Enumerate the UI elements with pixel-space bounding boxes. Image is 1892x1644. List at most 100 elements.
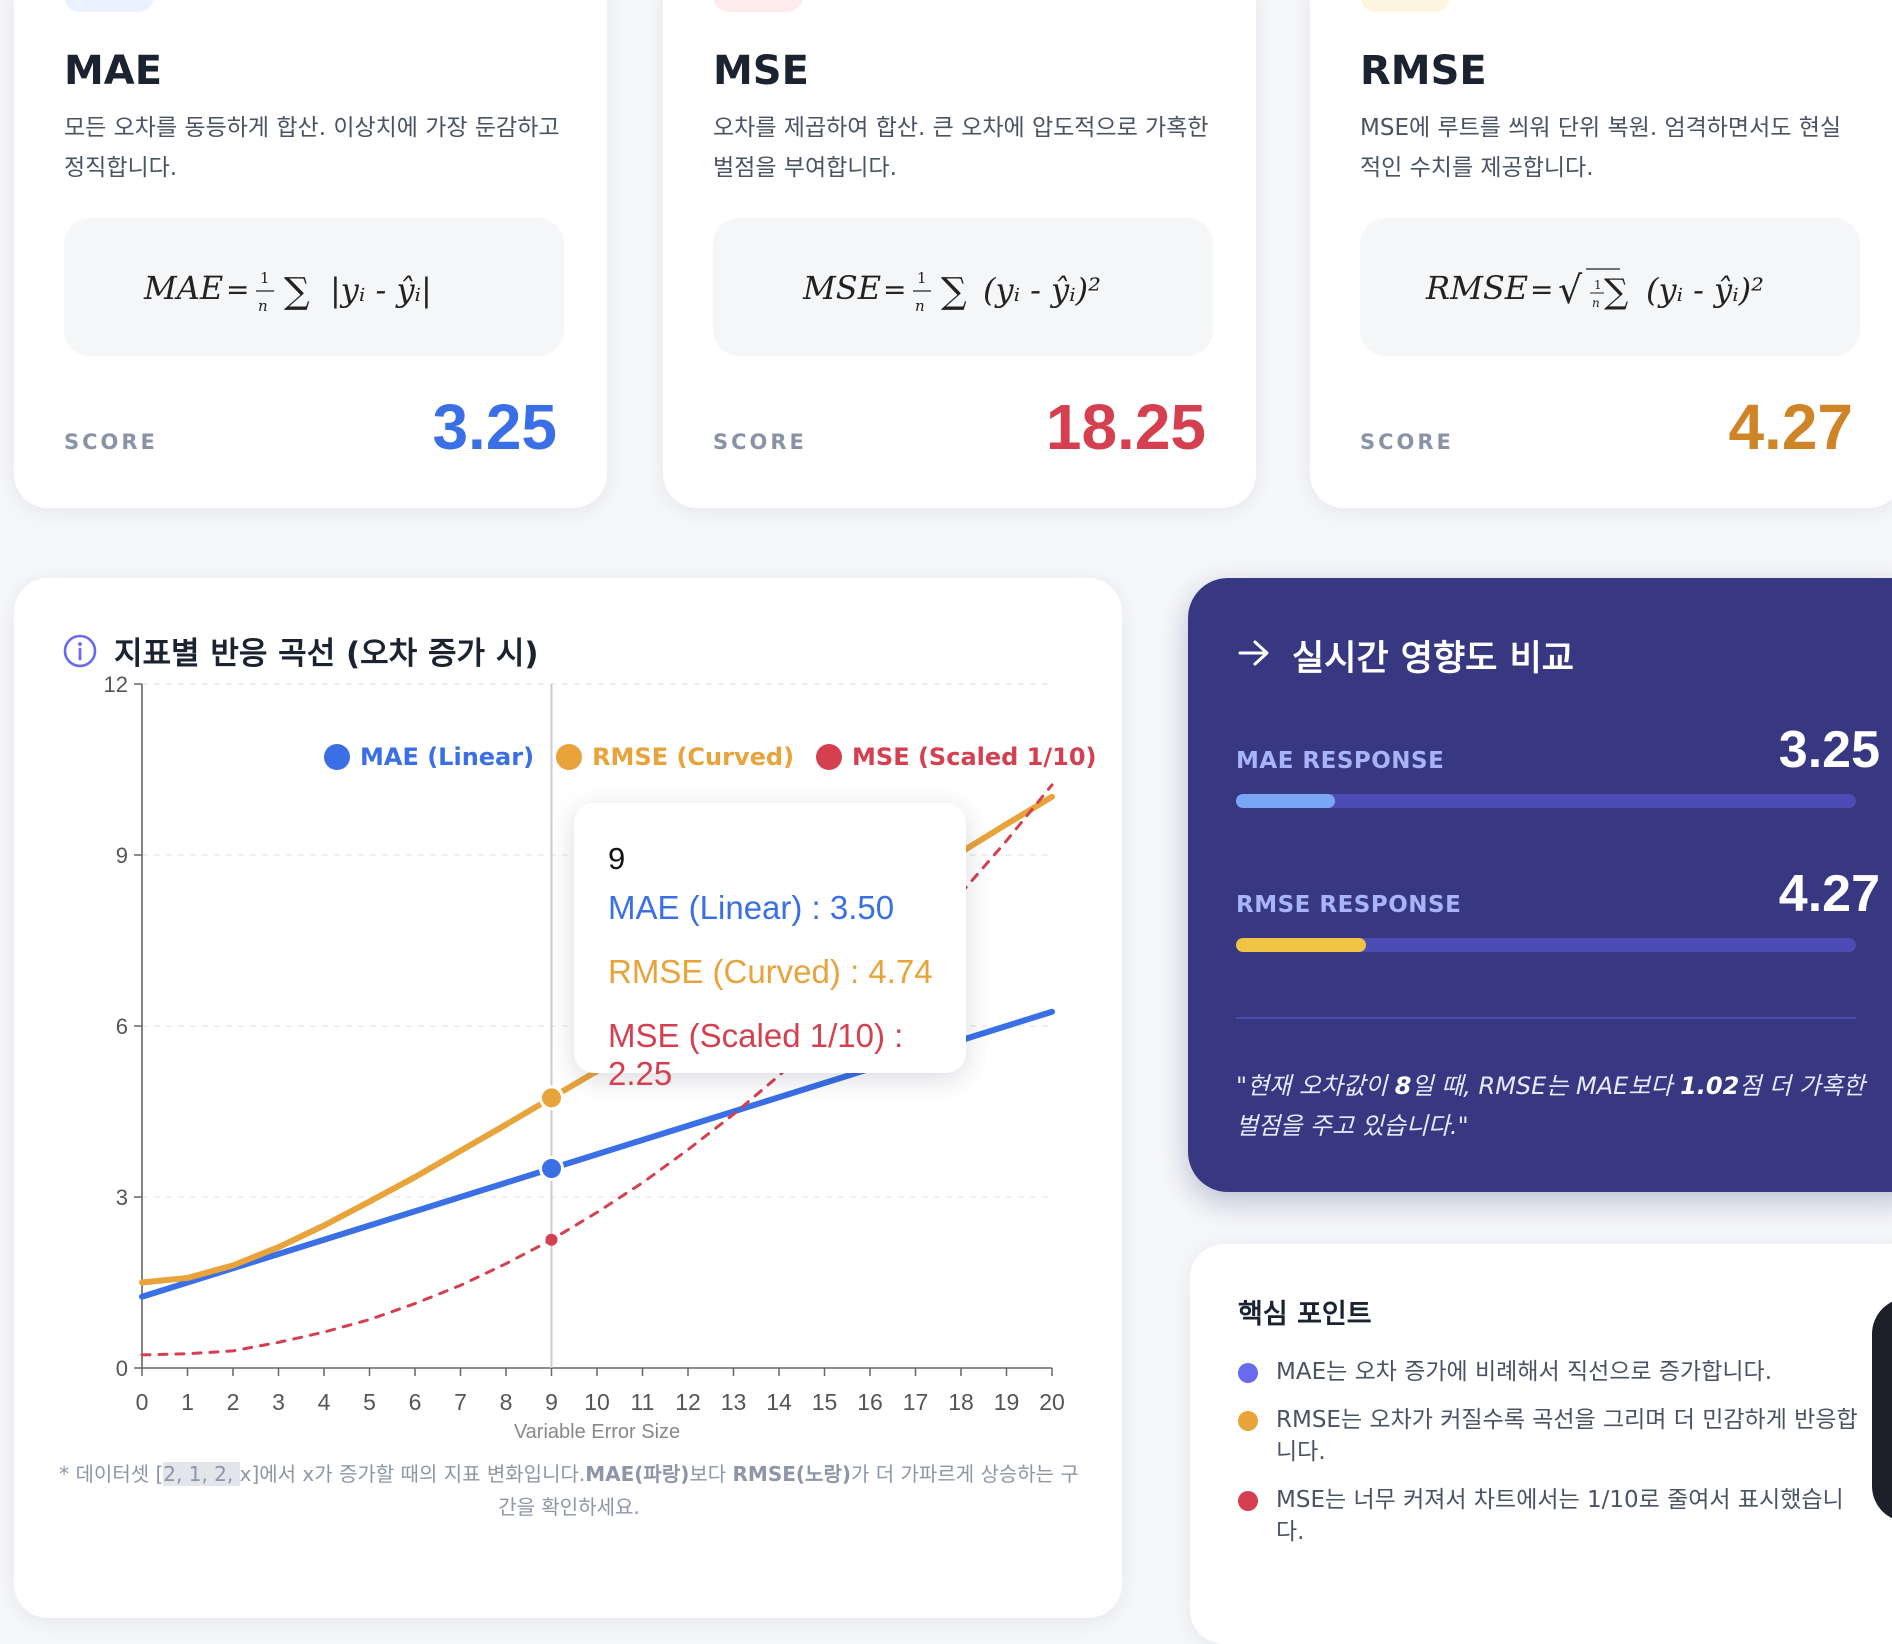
- x-tick-label: 15: [812, 1389, 838, 1415]
- metric-description: MSE에 루트를 씌워 단위 복원. 엄격하면서도 현실적인 수치를 제공합니다…: [1360, 115, 1842, 181]
- quote-text: 점 더 가혹한 벌점을 주고 있습니다.": [1236, 1072, 1865, 1140]
- key-point-text: MAE는 오차 증가에 비례해서 직선으로 증가합니다.: [1276, 1359, 1773, 1385]
- svg-text:1: 1: [260, 269, 270, 287]
- score-value: 4.27: [1728, 391, 1853, 463]
- bullet-dot-icon: [1238, 1363, 1258, 1383]
- x-tick-label: 2: [227, 1389, 240, 1415]
- svg-text:(yᵢ - ŷᵢ)²: (yᵢ - ŷᵢ)²: [983, 271, 1101, 309]
- svg-text:∑: ∑: [1604, 272, 1628, 312]
- y-tick-label: 6: [116, 1014, 128, 1039]
- x-tick-label: 16: [857, 1389, 883, 1415]
- metric-title: MAE: [64, 48, 163, 94]
- metric-formula: MSE = 1 n ∑ (yᵢ - ŷᵢ)²: [713, 218, 1213, 356]
- x-tick-label: 14: [766, 1389, 792, 1415]
- side-panel-tab[interactable]: [1872, 1298, 1892, 1522]
- metric-card-mae: MAE 모든 오차를 동등하게 합산. 이상치에 가장 둔감하고 정직합니다. …: [14, 0, 607, 508]
- formula-mse: MSE = 1 n ∑ (yᵢ - ŷᵢ)²: [802, 269, 1101, 315]
- tooltip-title: 9: [608, 841, 626, 876]
- x-tick-label: 19: [994, 1389, 1020, 1415]
- svg-text:n: n: [915, 297, 925, 315]
- key-point-item: MAE는 오차 증가에 비례해서 직선으로 증가합니다.: [1238, 1356, 1868, 1388]
- formula-lhs: MAE: [143, 269, 223, 307]
- mae-response-label: MAE RESPONSE: [1236, 748, 1445, 774]
- note-highlight: 2, 1, 2,: [163, 1462, 240, 1486]
- quote-error-value: 8: [1394, 1072, 1412, 1100]
- svg-text:∑: ∑: [941, 271, 967, 312]
- legend-item-rmse[interactable]: RMSE (Curved): [556, 743, 794, 771]
- x-tick-label: 3: [272, 1389, 285, 1415]
- legend-item-mse[interactable]: MSE (Scaled 1/10): [816, 743, 1097, 771]
- x-tick-label: 13: [721, 1389, 747, 1415]
- legend-dot-icon: [556, 744, 583, 770]
- y-tick-label: 0: [116, 1356, 128, 1381]
- metric-card-rmse: RMSE MSE에 루트를 씌워 단위 복원. 엄격하면서도 현실적인 수치를 …: [1310, 0, 1892, 508]
- bullet-dot-icon: [1238, 1491, 1258, 1511]
- formula-mae: MAE = 1 n ∑ |yᵢ - ŷᵢ|: [143, 269, 432, 315]
- svg-text:∑: ∑: [284, 271, 310, 312]
- impact-title: 실시간 영향도 비교: [1292, 639, 1574, 679]
- series-line-mse: [140, 783, 1054, 1357]
- x-tick-label: 18: [948, 1389, 974, 1415]
- tooltip-row-mae: MAE (Linear) : 3.50: [608, 889, 895, 926]
- key-point-item: MSE는 너무 커져서 차트에서는 1/10로 줄여서 표시했습니다.: [1238, 1484, 1868, 1548]
- x-tick-label: 11: [631, 1389, 655, 1415]
- x-tick-label: 7: [454, 1389, 467, 1415]
- x-tick-label: 5: [363, 1389, 376, 1415]
- impact-card: 실시간 영향도 비교 MAE RESPONSE 3.25 RMSE RESPON…: [1188, 578, 1892, 1192]
- y-tick-label: 9: [116, 843, 128, 868]
- bullet-dot-icon: [1238, 1411, 1258, 1431]
- y-tick-label: 12: [104, 672, 128, 697]
- key-point-text: MSE는 너무 커져서 차트에서는 1/10로 줄여서 표시했습니다.: [1276, 1487, 1844, 1545]
- note-text: 가 더 가파르게 상승하는 구간을 확인하세요.: [498, 1462, 1079, 1519]
- tooltip-row-rmse: RMSE (Curved) : 4.74: [608, 953, 933, 990]
- metric-card-mse: MSE 오차를 제곱하여 합산. 큰 오차에 압도적으로 가혹한 벌점을 부여합…: [663, 0, 1256, 508]
- chart-title: 지표별 반응 곡선 (오차 증가 시): [114, 636, 539, 672]
- impact-quote: "현재 오차값이 8일 때, RMSE는 MAE보다 1.02점 더 가혹한 벌…: [1236, 1066, 1876, 1146]
- legend-dot-icon: [816, 744, 843, 770]
- mae-response-bar: [1236, 794, 1856, 808]
- x-tick-label: 4: [318, 1389, 331, 1415]
- arrow-right-icon: [1238, 640, 1269, 666]
- score-label: SCORE: [64, 430, 158, 454]
- svg-text:=: =: [226, 273, 249, 306]
- score-value: 18.25: [1045, 391, 1206, 463]
- chart-legend: MAE (Linear) RMSE (Curved) MSE (Scaled 1…: [324, 743, 1097, 771]
- legend-label: RMSE (Curved): [592, 743, 795, 771]
- card-tag: [64, 0, 154, 12]
- svg-text:1: 1: [1594, 278, 1602, 292]
- metric-formula: RMSE = √ 1 n ∑ (yᵢ - ŷᵢ)²: [1360, 218, 1860, 356]
- x-tick-label: 10: [584, 1389, 610, 1415]
- key-point-text: RMSE는 오차가 커질수록 곡선을 그리며 더 민감하게 반응합니다.: [1276, 1407, 1858, 1465]
- x-tick-label: 0: [136, 1389, 149, 1415]
- note-text: x]에서 x가 증가할 때의 지표 변화입니다.: [239, 1462, 586, 1486]
- key-points-card: 핵심 포인트 MAE는 오차 증가에 비례해서 직선으로 증가합니다. RMSE…: [1190, 1244, 1892, 1644]
- info-icon: [63, 634, 97, 668]
- hover-point-rmse: [539, 1085, 564, 1111]
- quote-difference: 1.02: [1680, 1072, 1740, 1100]
- rmse-response-label: RMSE RESPONSE: [1236, 892, 1462, 918]
- key-point-item: RMSE는 오차가 커질수록 곡선을 그리며 더 민감하게 반응합니다.: [1238, 1404, 1868, 1468]
- chart-note: * 데이터셋 [2, 1, 2, x]에서 x가 증가할 때의 지표 변화입니다…: [54, 1458, 1084, 1524]
- legend-item-mae[interactable]: MAE (Linear): [324, 743, 534, 771]
- legend-label: MSE (Scaled 1/10): [852, 743, 1097, 771]
- score-label: SCORE: [713, 430, 807, 454]
- x-tick-label: 1: [181, 1389, 194, 1415]
- metric-title: RMSE: [1360, 48, 1487, 94]
- legend-dot-icon: [324, 744, 350, 770]
- formula-rmse: RMSE = √ 1 n ∑ (yᵢ - ŷᵢ)²: [1425, 268, 1764, 312]
- tooltip-row-mse: MSE (Scaled 1/10) : 2.25: [608, 1017, 904, 1092]
- x-tick-label: 20: [1039, 1389, 1065, 1415]
- x-tick-label: 17: [903, 1389, 929, 1415]
- metric-formula: MAE = 1 n ∑ |yᵢ - ŷᵢ|: [64, 218, 564, 356]
- formula-lhs: RMSE: [1425, 269, 1528, 307]
- x-axis-label: Variable Error Size: [514, 1421, 680, 1443]
- svg-text:1: 1: [917, 269, 927, 287]
- score-value: 3.25: [432, 391, 557, 463]
- note-text: 보다: [689, 1462, 733, 1486]
- svg-text:n: n: [1592, 296, 1600, 310]
- divider: [1236, 1017, 1856, 1019]
- note-mae: MAE(파랑): [585, 1462, 690, 1486]
- score-label: SCORE: [1360, 430, 1454, 454]
- rmse-response-bar-fill: [1236, 938, 1367, 952]
- quote-text: "현재 오차값이: [1236, 1072, 1395, 1100]
